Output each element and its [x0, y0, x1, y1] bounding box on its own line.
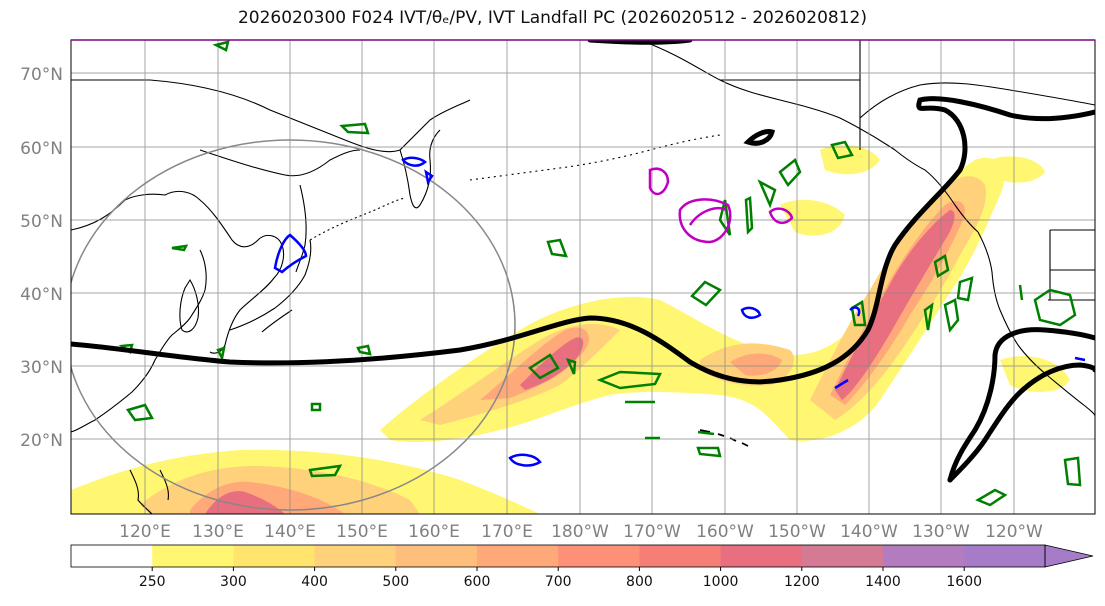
- lat-label: 70°N: [20, 65, 63, 85]
- colorbar-segment: [964, 545, 1046, 567]
- lat-label: 40°N: [20, 285, 63, 305]
- contours-blue: [273, 156, 1086, 467]
- colorbar-segment: [152, 545, 234, 567]
- colorbar-segments: [71, 545, 1046, 567]
- colorbar-segment: [639, 545, 722, 567]
- colorbar-tick-label: 1400: [865, 574, 901, 590]
- colorbar: 250 300 400 500 600 700 800 1000 1200 1400 1600: [70, 544, 1094, 590]
- lon-label: 170°W: [623, 522, 681, 542]
- colorbar-tick-label: 700: [545, 574, 572, 590]
- colorbar-segment: [883, 545, 965, 567]
- lon-label: 130°E: [192, 522, 244, 542]
- colorbar-tick-label: 600: [464, 574, 491, 590]
- lon-label: 180°W: [551, 522, 609, 542]
- colorbar-tick-label: 800: [626, 574, 653, 590]
- lon-label: 150°E: [336, 522, 388, 542]
- colorbar-tick-label: 1600: [946, 574, 982, 590]
- colorbar-extend-arrow: [1044, 544, 1094, 568]
- theta-e-contours: [71, 40, 1095, 483]
- colorbar-tick-label: 500: [382, 574, 409, 590]
- colorbar-segment: [558, 545, 640, 567]
- colorbar-segment: [71, 545, 153, 567]
- lon-label: 170°E: [481, 522, 533, 542]
- colorbar-segment: [720, 545, 803, 567]
- colorbar-segment: [314, 545, 397, 567]
- colorbar-ticks: 250 300 400 500 600 700 800 1000 1200 1400 1600: [139, 567, 982, 590]
- colorbar-segment: [233, 545, 316, 567]
- colorbar-segment: [395, 545, 478, 567]
- longitude-labels: 120°E 130°E 140°E 150°E 160°E 170°E 180°…: [119, 522, 1043, 542]
- lon-label: 160°W: [696, 522, 754, 542]
- lon-label: 140°W: [840, 522, 898, 542]
- coastlines: [71, 40, 1095, 514]
- lon-label: 140°E: [264, 522, 316, 542]
- colorbar-tick-label: 250: [139, 574, 166, 590]
- figure-title: 2026020300 F024 IVT/θₑ/PV, IVT Landfall …: [237, 8, 868, 28]
- contours-magenta: [648, 167, 794, 244]
- lat-label: 60°N: [20, 139, 63, 159]
- lat-label: 20°N: [20, 431, 63, 451]
- latitude-labels: 70°N 60°N 50°N 40°N 30°N 20°N: [20, 65, 63, 451]
- lon-label: 150°W: [768, 522, 826, 542]
- pv-contours-green: [118, 40, 1082, 507]
- lon-label: 160°E: [408, 522, 460, 542]
- lon-label: 120°W: [985, 522, 1043, 542]
- lon-label: 120°E: [119, 522, 171, 542]
- gridlines: [71, 40, 1095, 514]
- colorbar-segment: [477, 545, 559, 567]
- colorbar-tick-label: 1000: [703, 574, 739, 590]
- lat-label: 30°N: [20, 358, 63, 378]
- colorbar-tick-label: 300: [220, 574, 247, 590]
- colorbar-segment: [801, 545, 884, 567]
- lat-label: 50°N: [20, 212, 63, 232]
- colorbar-tick-label: 1200: [784, 574, 820, 590]
- colorbar-tick-label: 400: [301, 574, 328, 590]
- landfall-pc-circle: [71, 139, 516, 511]
- lon-label: 130°W: [912, 522, 970, 542]
